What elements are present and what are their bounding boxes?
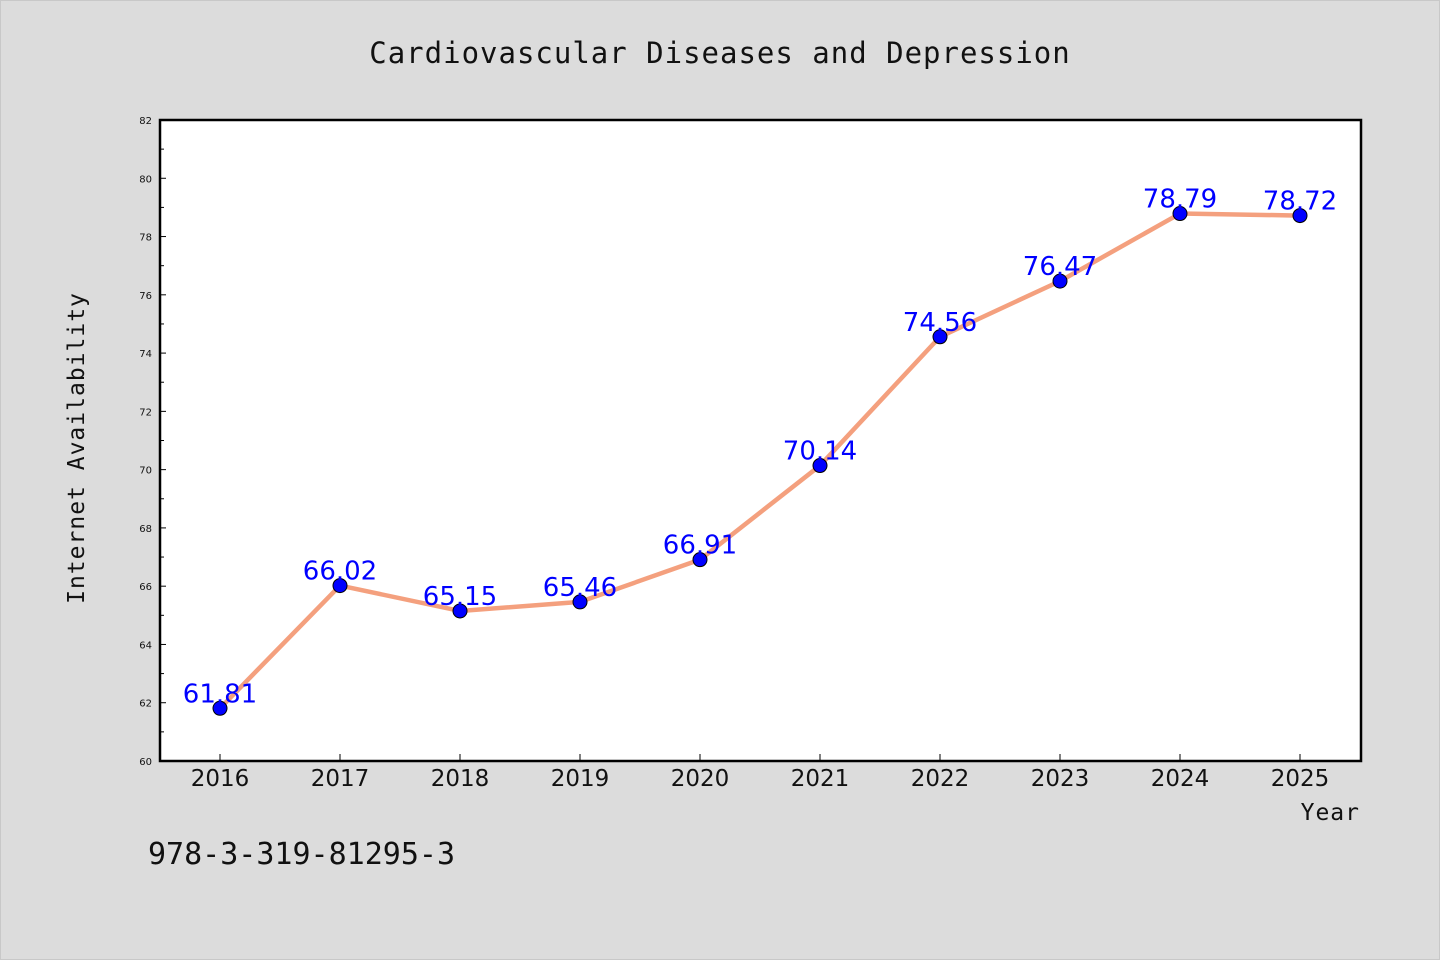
data-point (212, 700, 228, 716)
data-label: 66.02 (303, 557, 377, 587)
x-axis-title: Year (1301, 800, 1360, 826)
data-point (692, 552, 708, 568)
y-tick-label: 74 (139, 349, 152, 360)
data-point (572, 594, 588, 610)
data-point (1172, 206, 1188, 222)
x-tick-label: 2023 (1031, 766, 1090, 792)
data-point (1292, 208, 1308, 224)
y-tick-label: 64 (139, 640, 152, 651)
data-label: 65.15 (423, 582, 497, 612)
y-axis-title: Internet Availability (64, 292, 90, 604)
data-point (932, 329, 948, 345)
y-tick-label: 80 (139, 174, 152, 185)
data-label: 74.56 (903, 308, 977, 338)
data-point (452, 603, 468, 619)
x-tick-label: 2019 (551, 766, 610, 792)
y-tick-label: 66 (139, 582, 152, 593)
data-label: 76.47 (1023, 252, 1097, 282)
data-labels: 61.81 66.02 65.15 65.46 66.91 70.14 74.56 76.47… (183, 185, 1337, 710)
x-tick-label: 2020 (671, 766, 730, 792)
data-label: 78.72 (1263, 187, 1337, 217)
x-axis: 2016 2017 2018 2019 2020 2021 2022 2023 2024 2025 (191, 754, 1330, 792)
isbn-text: 978-3-319-81295-3 (148, 837, 455, 872)
series-line (217, 211, 1303, 711)
x-tick-label: 2022 (911, 766, 970, 792)
x-tick-label: 2018 (431, 766, 490, 792)
y-tick-label: 70 (139, 466, 152, 477)
y-tick-label: 72 (139, 407, 152, 418)
x-tick-label: 2025 (1271, 766, 1330, 792)
y-tick-label: 76 (139, 291, 152, 302)
x-tick-label: 2016 (191, 766, 250, 792)
chart-title: Cardiovascular Diseases and Depression (369, 36, 1070, 70)
y-tick-label: 82 (139, 116, 152, 127)
data-point (332, 578, 348, 594)
data-label: 66.91 (663, 531, 737, 561)
data-point (812, 458, 828, 474)
data-label: 78.79 (1143, 185, 1217, 215)
data-markers (212, 206, 1308, 716)
y-tick-label: 60 (139, 757, 152, 768)
y-tick-label: 68 (139, 524, 152, 535)
data-point (1052, 273, 1068, 289)
data-label: 65.46 (543, 573, 617, 603)
data-label: 61.81 (183, 679, 257, 709)
x-tick-label: 2021 (791, 766, 850, 792)
y-tick-label: 78 (139, 233, 152, 244)
x-tick-label: 2017 (311, 766, 370, 792)
y-axis: 60 62 64 66 68 70 72 74 76 78 80 82 (139, 116, 166, 768)
y-tick-label: 62 (139, 699, 152, 710)
data-label: 70.14 (783, 437, 857, 467)
x-tick-label: 2024 (1151, 766, 1210, 792)
